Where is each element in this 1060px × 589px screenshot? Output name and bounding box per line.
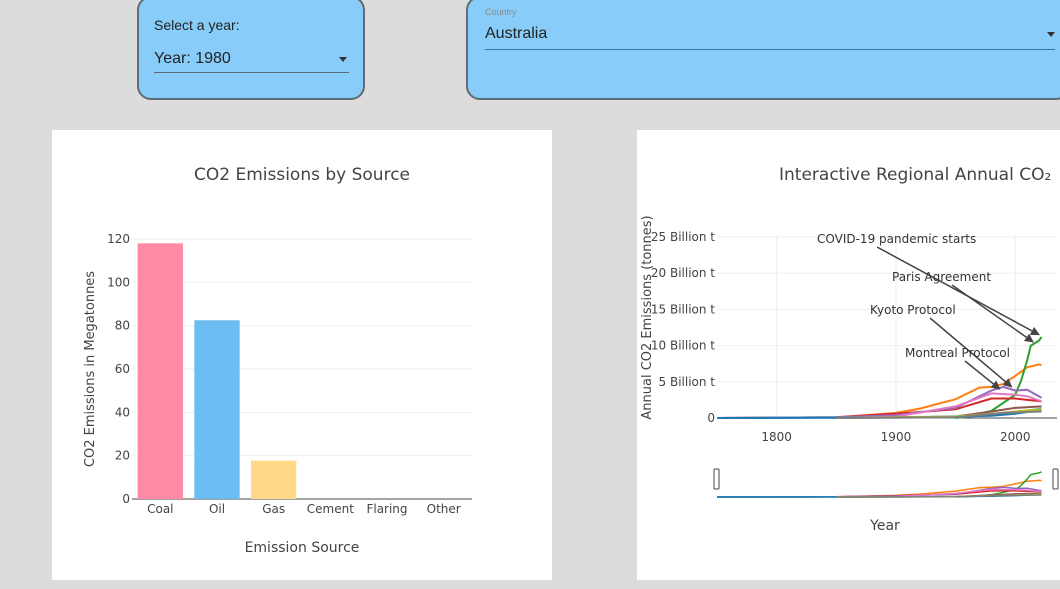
chart-title: Interactive Regional Annual CO₂: [779, 165, 1051, 185]
x-tick-label: Gas: [262, 502, 285, 516]
x-axis-title: Emission Source: [245, 540, 360, 556]
y-tick-label: 20: [115, 449, 130, 463]
x-tick-label: Flaring: [366, 502, 407, 516]
range-slider-left-handle[interactable]: [713, 468, 720, 490]
x-tick-label: Cement: [307, 502, 354, 516]
y-axis-title: CO2 Emissions in Megatonnes: [83, 271, 98, 467]
x-tick-label: Oil: [209, 502, 225, 516]
y-tick-label: 20 Billion t: [651, 266, 715, 280]
x-tick-label: 1900: [881, 430, 912, 444]
country-selector-label: Country: [485, 7, 517, 17]
emissions-by-source-chart[interactable]: CO2 Emissions by Source 0 20 40 60 80 100 120 Co…: [52, 130, 552, 580]
range-slider-series-9: [836, 494, 1042, 498]
annotation-label: COVID-19 pandemic starts: [817, 232, 976, 246]
annotation-label: Montreal Protocol: [905, 346, 1010, 360]
annotation-arrow: [951, 284, 1034, 343]
annotation-label: Kyoto Protocol: [870, 303, 956, 317]
y-tick-label: 15 Billion t: [651, 302, 715, 316]
y-tick-label: 40: [115, 405, 130, 419]
regional-annual-co2-chart[interactable]: Interactive Regional Annual CO₂ 0 5 Billio…: [637, 130, 1060, 580]
bar-coal: [137, 243, 183, 499]
emissions-by-source-panel: CO2 Emissions by Source 0 20 40 60 80 100 120 Co…: [52, 130, 552, 580]
country-dropdown-value: Australia: [485, 25, 548, 42]
chevron-down-icon[interactable]: [1047, 32, 1055, 37]
x-tick-label: 1800: [761, 430, 792, 444]
y-tick-label: 0: [122, 492, 130, 506]
x-axis-title: Year: [869, 518, 900, 534]
year-selector-label: Select a year:: [154, 17, 240, 33]
bar-gas: [251, 460, 297, 499]
y-tick-label: 0: [707, 411, 715, 425]
annotation-arrow: [964, 360, 1001, 390]
y-axis-title: Annual CO2 Emissions (tonnes): [640, 215, 655, 419]
y-tick-label: 25 Billion t: [651, 230, 715, 244]
y-tick-label: 5 Billion t: [659, 375, 716, 389]
country-selector-card: Country Australia: [466, 0, 1060, 100]
range-slider-right-handle[interactable]: [1052, 468, 1059, 490]
chevron-down-icon[interactable]: [339, 57, 347, 62]
y-tick-label: 80: [115, 319, 130, 333]
bar-oil: [194, 320, 240, 499]
year-dropdown-value: Year: 1980: [154, 50, 231, 67]
year-selector-card: Select a year: Year: 1980: [137, 0, 365, 100]
annotation-label: Paris Agreement: [892, 270, 991, 284]
chart-title: CO2 Emissions by Source: [194, 165, 410, 185]
y-tick-label: 60: [115, 362, 130, 376]
series-line-9: [836, 410, 1042, 419]
x-tick-label: Coal: [147, 502, 173, 516]
y-tick-label: 10 Billion t: [651, 339, 715, 353]
annotation-arrow: [929, 317, 1013, 388]
regional-annual-co2-panel: Interactive Regional Annual CO₂ 0 5 Billio…: [637, 130, 1060, 580]
country-dropdown[interactable]: Australia: [485, 23, 1055, 50]
y-tick-label: 100: [107, 275, 130, 289]
year-dropdown[interactable]: Year: 1980: [154, 48, 349, 73]
x-tick-label: Other: [427, 502, 461, 516]
x-tick-label: 2000: [1000, 430, 1031, 444]
annotation-arrow: [876, 246, 1040, 336]
series-line-3: [716, 385, 1042, 419]
y-tick-label: 120: [107, 232, 130, 246]
